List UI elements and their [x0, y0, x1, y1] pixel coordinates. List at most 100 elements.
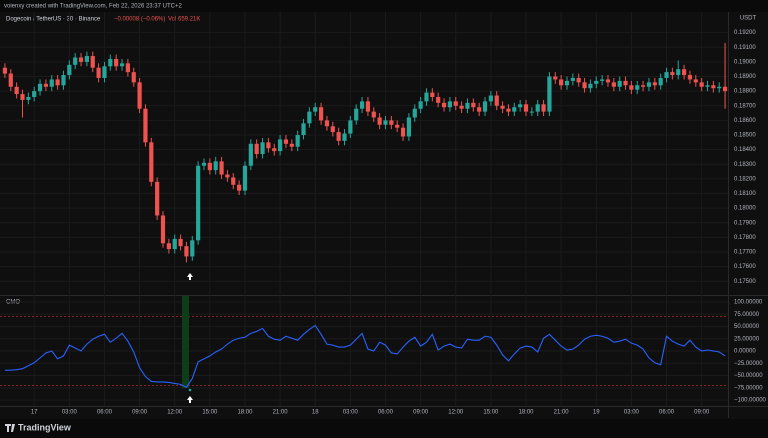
candle-body	[73, 57, 78, 65]
candle-body	[424, 92, 429, 102]
y-tick-label: 0.19200	[734, 30, 756, 36]
y-tick-label: 50.00000	[734, 324, 760, 330]
candle-body	[248, 143, 253, 166]
candle-body	[166, 243, 171, 250]
candle-body	[67, 64, 72, 76]
x-tick-label: 09:00	[132, 410, 148, 416]
x-tick-label: 06:00	[97, 410, 113, 416]
x-tick-label: 09:00	[413, 410, 429, 416]
candle-body	[49, 79, 54, 87]
candle-body	[108, 58, 113, 67]
candle-body	[605, 79, 611, 83]
candle-body	[711, 85, 716, 89]
logo: TradingView	[5, 422, 72, 432]
candle-body	[377, 117, 382, 125]
candle-body	[441, 102, 447, 108]
candle-body	[14, 86, 19, 95]
x-tick-label: 18:00	[519, 410, 535, 416]
candle-body	[681, 69, 687, 76]
candle-body	[225, 174, 230, 178]
signal-highlight	[182, 296, 189, 388]
logo-icon	[5, 424, 15, 432]
candle-body	[535, 104, 540, 112]
y-tick-label: 100.00000	[734, 299, 763, 305]
candle-body	[2, 67, 8, 74]
candle-body	[459, 105, 464, 109]
candle-body	[453, 101, 458, 106]
candle-body	[652, 82, 657, 86]
candle-body	[143, 108, 148, 143]
candle-body	[518, 104, 523, 108]
candle-body	[237, 184, 242, 191]
candle-body	[547, 76, 552, 112]
candle-body	[506, 108, 511, 112]
candle-body	[26, 96, 31, 100]
candle-body	[371, 111, 376, 118]
candle-body	[670, 72, 675, 76]
candle-body	[611, 82, 616, 87]
x-tick-label: 17	[31, 410, 38, 416]
candle-body	[8, 73, 13, 87]
candle-body	[32, 91, 37, 97]
candle-body	[471, 102, 476, 108]
candle-body	[201, 162, 207, 166]
candle-body	[114, 58, 119, 67]
candle-body	[623, 80, 628, 86]
candle-body	[254, 143, 259, 155]
candle-body	[447, 101, 453, 108]
candle-body	[635, 85, 640, 90]
candle-body	[125, 63, 130, 73]
candle-body	[131, 72, 136, 83]
candle-body	[301, 123, 306, 136]
symbol-title: Dogecoin / TetherUS · 30 · Binance	[6, 17, 101, 23]
candle-body	[395, 124, 400, 128]
y-tick-label: 0.17900	[734, 220, 756, 226]
candle-body	[482, 101, 488, 112]
candle-body	[687, 75, 693, 80]
candle-body	[359, 101, 365, 109]
candle-body	[717, 86, 722, 89]
x-tick-label: 03:00	[62, 410, 78, 416]
candle-body	[78, 57, 84, 62]
top-bar	[0, 0, 768, 12]
x-tick-label: 21:00	[273, 410, 289, 416]
candle-body	[196, 165, 201, 241]
candle-body	[324, 120, 330, 127]
y-tick-label: 0.18100	[734, 191, 756, 197]
candle-body	[722, 86, 728, 92]
volume: Vol 659.21K	[168, 17, 200, 23]
x-tick-label: 03:00	[343, 410, 359, 416]
x-tick-label: 19	[593, 410, 600, 416]
candle-body	[137, 82, 142, 109]
y-tick-label: 0.17700	[734, 250, 756, 256]
candle-body	[266, 142, 271, 149]
candle-body	[658, 77, 663, 86]
candle-body	[84, 56, 90, 62]
candle-body	[277, 139, 283, 152]
candle-body	[699, 82, 704, 87]
candle-body	[418, 101, 423, 109]
candle-body	[119, 63, 125, 67]
y-tick-label: 0.18700	[734, 103, 756, 109]
candle-body	[365, 101, 371, 112]
candle-body	[272, 148, 277, 152]
candle-body	[295, 135, 300, 147]
candle-body	[389, 120, 394, 125]
signal-arrow	[187, 273, 193, 280]
indicator-title: CMO	[6, 300, 20, 306]
candle-body	[477, 107, 482, 112]
candle-body	[184, 246, 189, 257]
candle-body	[313, 107, 318, 112]
candle-body	[155, 181, 160, 216]
candle-body	[219, 161, 224, 175]
candle-body	[541, 104, 546, 112]
candle-body	[430, 92, 435, 97]
y-tick-label: −50.00000	[734, 373, 763, 379]
candle-body	[190, 240, 195, 257]
x-tick-label: 15:00	[202, 410, 218, 416]
x-tick-label: 03:00	[624, 410, 640, 416]
candle-body	[640, 85, 646, 87]
candle-body	[570, 77, 575, 81]
candle-body	[564, 80, 570, 86]
